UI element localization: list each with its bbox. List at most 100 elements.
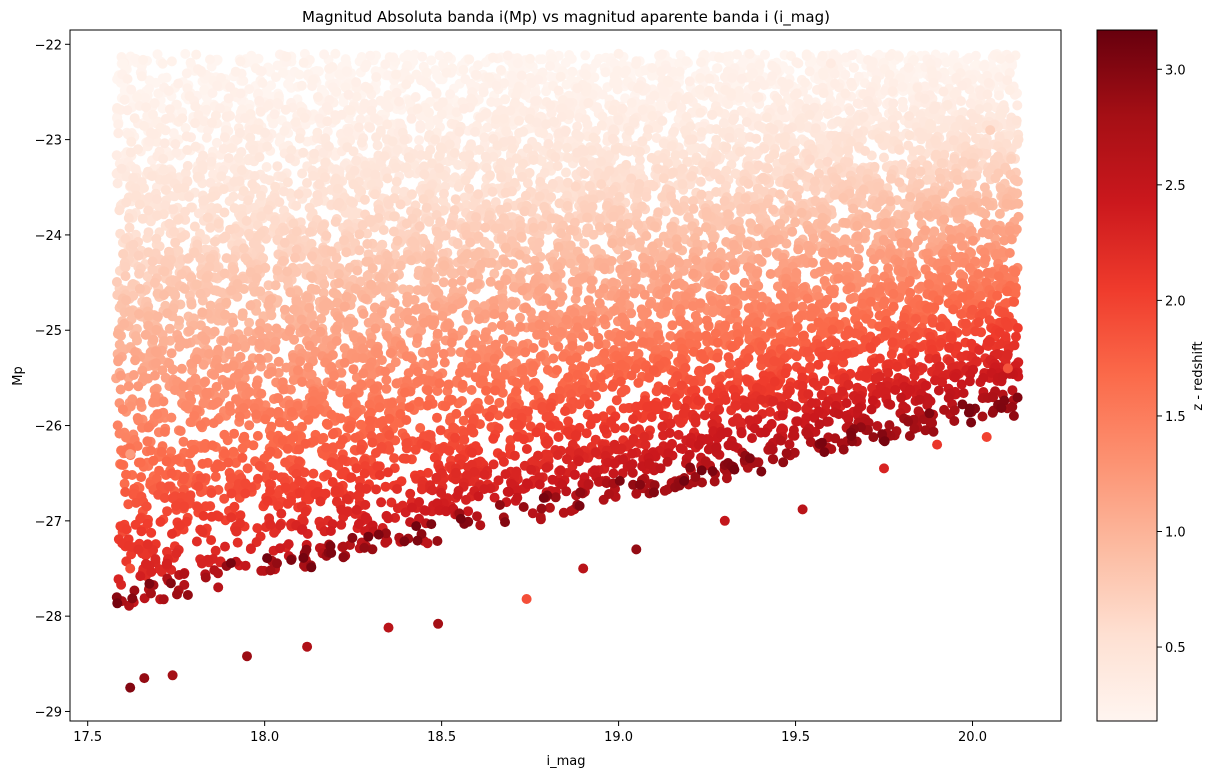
scatter-point — [202, 212, 213, 223]
scatter-point — [406, 113, 417, 124]
scatter-point — [966, 158, 977, 169]
scatter-point — [677, 179, 688, 190]
scatter-point — [849, 62, 859, 73]
scatter-point — [858, 111, 869, 122]
scatter-point — [579, 146, 590, 157]
scatter-point — [116, 163, 127, 174]
scatter-point — [520, 190, 531, 201]
scatter-point — [191, 49, 202, 60]
scatter-point — [941, 57, 952, 68]
scatter-point — [543, 139, 554, 149]
scatter-point — [237, 104, 248, 115]
scatter-point — [643, 124, 654, 135]
scatter-point — [626, 235, 637, 246]
scatter-point — [514, 128, 525, 138]
scatter-point — [897, 159, 908, 170]
scatter-point — [556, 228, 567, 239]
scatter-point — [120, 271, 131, 282]
scatter-point — [1001, 199, 1012, 209]
scatter-point — [133, 250, 144, 261]
scatter-point — [370, 169, 381, 180]
scatter-point — [324, 63, 335, 74]
scatter-point — [753, 92, 764, 103]
scatter-point — [1012, 100, 1023, 111]
scatter-point — [651, 155, 662, 166]
scatter-point — [168, 204, 179, 215]
scatter-point — [465, 237, 476, 248]
scatter-point — [979, 182, 990, 193]
scatter-point — [148, 109, 158, 120]
scatter-point — [181, 131, 192, 142]
scatter-point — [532, 141, 542, 152]
scatter-point — [852, 98, 863, 109]
scatter-point — [149, 98, 160, 109]
scatter-point — [616, 236, 627, 247]
scatter-point — [514, 115, 524, 126]
scatter-point — [229, 264, 240, 275]
scatter-point — [539, 167, 550, 178]
scatter-point — [430, 65, 441, 76]
scatter-point — [612, 77, 623, 88]
scatter-point — [298, 57, 309, 68]
scatter-point — [485, 170, 495, 181]
scatter-point — [570, 181, 581, 192]
scatter-point — [363, 83, 374, 94]
scatter-point — [518, 158, 529, 169]
scatter-point — [112, 178, 123, 189]
scatter-point — [613, 115, 624, 126]
scatter-point — [332, 200, 343, 211]
scatter-point — [255, 228, 266, 239]
scatter-point — [584, 180, 595, 191]
scatter-point — [711, 187, 721, 197]
scatter-point — [680, 94, 691, 105]
scatter-point — [445, 89, 456, 100]
scatter-point — [263, 204, 274, 215]
scatter-point — [307, 251, 317, 262]
scatter-point — [351, 77, 362, 88]
scatter-point — [711, 134, 722, 145]
scatter-point — [471, 212, 481, 223]
scatter-point — [830, 78, 840, 89]
scatter-point — [294, 133, 305, 144]
scatter-point — [424, 120, 435, 131]
scatter-point — [136, 71, 147, 82]
scatter-point — [138, 54, 149, 65]
scatter-point — [150, 77, 161, 88]
scatter-point — [201, 272, 212, 283]
scatter-point — [290, 117, 301, 128]
scatter-point — [111, 150, 122, 161]
scatter-point — [869, 106, 880, 117]
scatter-point — [251, 273, 262, 284]
scatter-point — [666, 141, 677, 152]
scatter-point — [582, 212, 593, 223]
scatter-point — [858, 184, 869, 195]
scatter-point — [431, 226, 442, 237]
scatter-point — [298, 147, 309, 158]
scatter-point — [219, 207, 230, 218]
scatter-point — [189, 221, 200, 232]
scatter-point — [804, 109, 815, 120]
scatter-point — [147, 171, 157, 182]
scatter-point — [853, 71, 864, 82]
scatter-point — [373, 213, 384, 223]
scatter-point — [157, 103, 168, 114]
scatter-point — [341, 247, 352, 258]
scatter-point — [470, 126, 480, 137]
scatter-point — [768, 124, 779, 135]
scatter-point — [721, 142, 732, 153]
scatter-point — [580, 50, 591, 61]
scatter-point — [845, 105, 855, 116]
scatter-point — [182, 160, 193, 171]
scatter-point — [744, 49, 755, 59]
scatter-point — [655, 99, 666, 110]
scatter-point — [449, 205, 460, 216]
scatter-point — [793, 58, 804, 69]
scatter-point — [818, 88, 829, 99]
scatter-point — [319, 279, 330, 290]
scatter-point — [112, 103, 123, 113]
scatter-point — [980, 196, 991, 207]
scatter-point — [761, 112, 772, 123]
scatter-point — [500, 187, 511, 198]
scatter-point — [720, 84, 731, 95]
scatter-point — [113, 128, 124, 139]
